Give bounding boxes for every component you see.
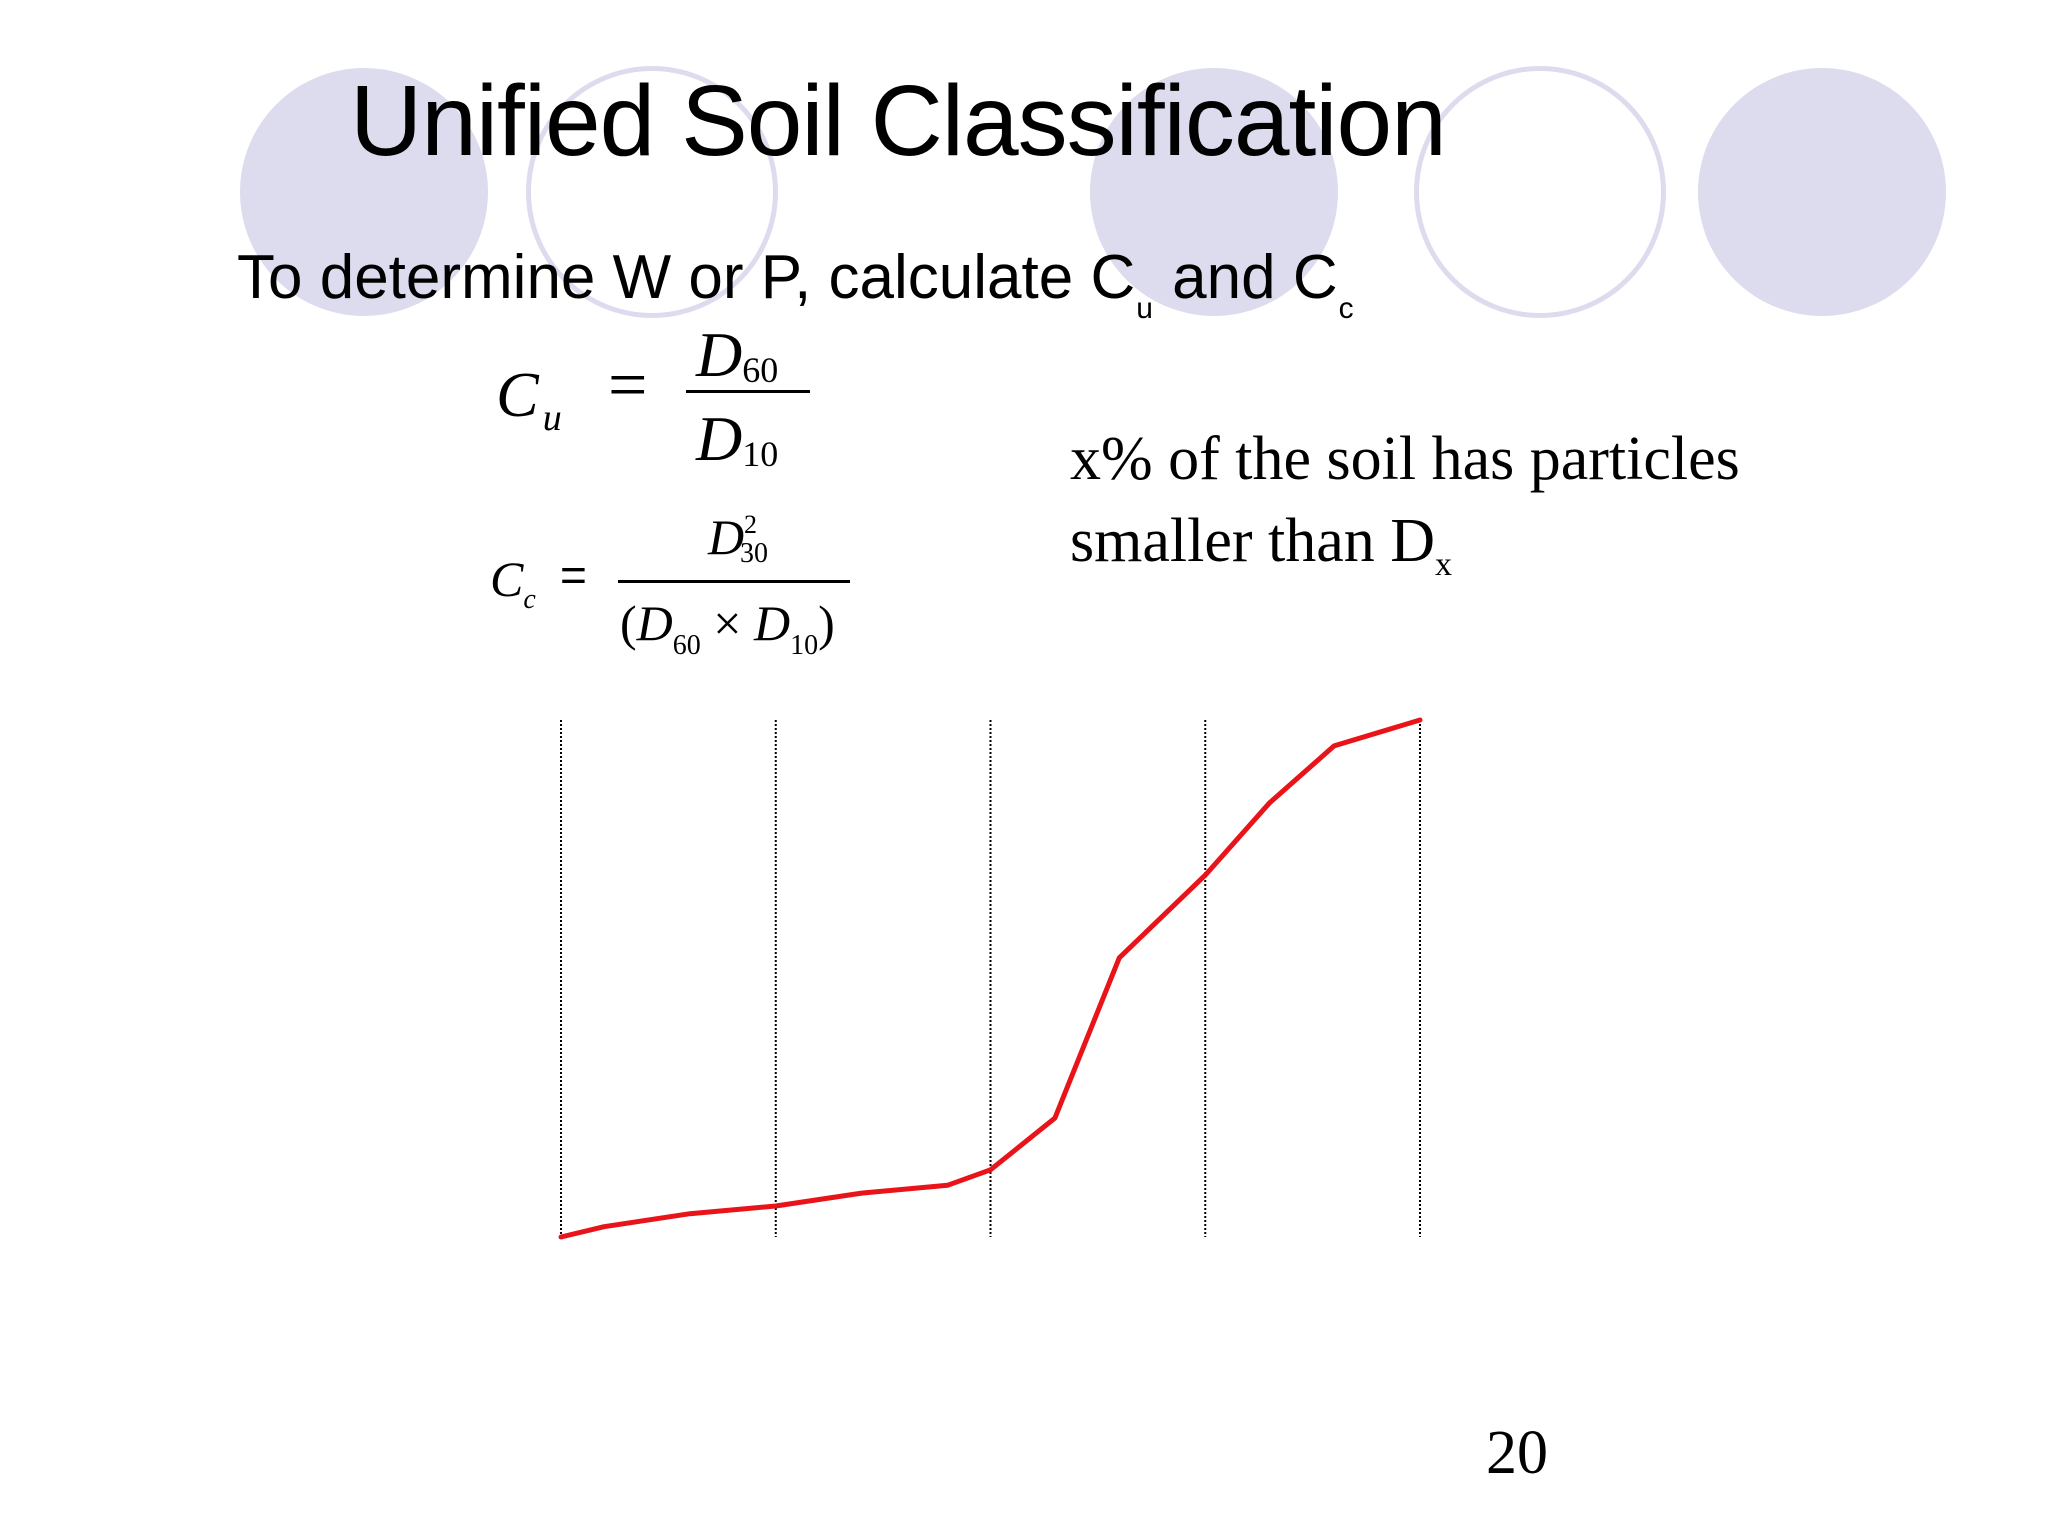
note-line-2: smaller than Dx bbox=[1070, 507, 1453, 583]
subtitle-sub-u: u bbox=[1136, 292, 1153, 325]
subtitle-text-middle: and C bbox=[1154, 243, 1338, 312]
definition-note: x% of the soil has particles smaller tha… bbox=[1070, 418, 1740, 592]
cc-denominator: (D60 × D10) bbox=[620, 595, 835, 661]
decor-ring-2 bbox=[1414, 66, 1666, 318]
cc-numerator: D 2 30 bbox=[708, 509, 768, 569]
gradation-curve bbox=[558, 717, 1423, 1240]
decor-ring-1 bbox=[526, 66, 778, 318]
cu-denominator: D10 bbox=[696, 403, 779, 474]
cc-equals: = bbox=[560, 549, 587, 601]
decor-circle-3 bbox=[1698, 68, 1946, 316]
note-line-1: x% of the soil has particles bbox=[1070, 425, 1740, 493]
subtitle-sub-c: c bbox=[1338, 292, 1354, 325]
cu-equals: = bbox=[608, 347, 648, 424]
slide-subtitle: To determine W or P, calculate Cu and Cc bbox=[237, 242, 1356, 325]
slide-title: Unified Soil Classification bbox=[350, 65, 1447, 177]
page-number: 20 bbox=[1486, 1419, 1548, 1487]
chart-gridlines bbox=[560, 720, 1421, 1237]
cc-fraction-bar bbox=[618, 580, 850, 583]
cu-numerator: D60 bbox=[696, 319, 779, 390]
decor-circle-2 bbox=[1090, 68, 1338, 316]
cu-fraction-bar bbox=[686, 390, 810, 393]
equation-cc: Cc = D 2 30 (D60 × D10) bbox=[486, 508, 866, 678]
decor-circle-1 bbox=[240, 68, 488, 316]
subtitle-text-before: To determine W or P, calculate C bbox=[237, 243, 1136, 312]
cc-lhs: Cc bbox=[490, 551, 536, 615]
